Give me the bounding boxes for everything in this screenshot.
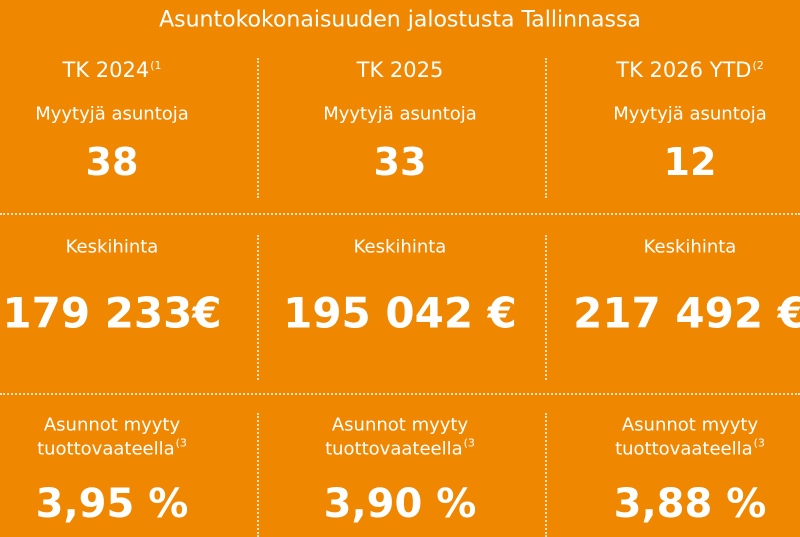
divider	[257, 58, 259, 198]
footnote: (3	[463, 436, 475, 450]
sold-label: Myytyjä asuntoja	[613, 103, 767, 125]
footnote: (3	[753, 436, 765, 450]
divider	[545, 413, 547, 537]
divider	[545, 58, 547, 198]
yield-label: Asunnot myyty	[43, 414, 181, 436]
divider	[545, 235, 547, 380]
yield-label-line: tuottovaateella(3	[37, 437, 187, 460]
price-value: 195 042 €	[283, 288, 517, 338]
price-label: Keskihinta	[353, 236, 447, 258]
divider	[257, 235, 259, 380]
sold-value: 38	[85, 140, 139, 184]
sold-label: Myytyjä asuntoja	[323, 103, 477, 125]
period-header: TK 2026 YTD(2	[616, 58, 764, 82]
period: TK 2026 YTD	[616, 58, 752, 82]
period: TK 2025	[356, 58, 444, 82]
price-label: Keskihinta	[65, 236, 159, 258]
divider	[257, 413, 259, 537]
yield-label: Asunnot myyty	[331, 414, 469, 436]
period-header: TK 2025	[357, 58, 444, 82]
price-value: 179 233€	[2, 288, 222, 338]
footnote: (1	[150, 59, 162, 72]
sold-value: 33	[373, 140, 427, 184]
yield-label: tuottovaateella	[325, 438, 463, 460]
title: Asuntokokonaisuuden jalostusta Tallinnas…	[159, 7, 641, 33]
divider	[0, 393, 800, 395]
sold-label: Myytyjä asuntoja	[35, 103, 189, 125]
sold-value: 12	[663, 140, 717, 184]
period: TK 2024	[62, 58, 150, 82]
yield-value: 3,88 %	[613, 481, 767, 527]
footnote: (3	[175, 436, 187, 450]
period-header: TK 2024(1	[62, 58, 161, 82]
divider	[0, 213, 800, 215]
price-label: Keskihinta	[643, 236, 737, 258]
yield-label: Asunnot myyty	[621, 414, 759, 436]
yield-label-line: tuottovaateella(3	[325, 437, 475, 460]
yield-label-line: tuottovaateella(3	[615, 437, 765, 460]
yield-value: 3,90 %	[323, 481, 477, 527]
yield-value: 3,95 %	[35, 481, 189, 527]
footnote: (2	[752, 59, 764, 72]
price-value: 217 492 €	[573, 288, 800, 338]
yield-label: tuottovaateella	[615, 438, 753, 460]
yield-label: tuottovaateella	[37, 438, 175, 460]
